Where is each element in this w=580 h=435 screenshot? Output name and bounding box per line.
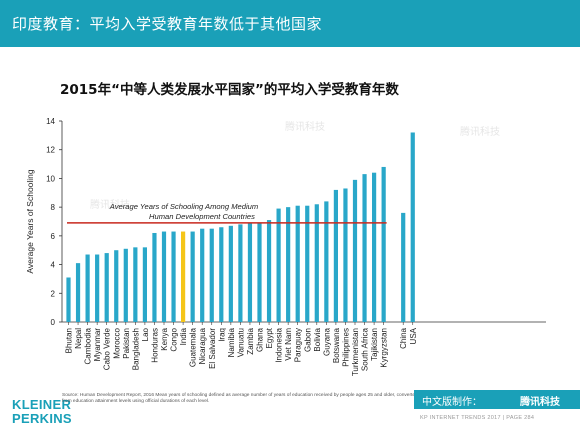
bar: [66, 277, 71, 322]
watermark: 腾讯科技: [460, 127, 500, 138]
bar: [276, 208, 281, 322]
x-tick-label: Namibia: [227, 327, 236, 357]
x-tick-label: Cabo Verde: [103, 327, 112, 370]
bar: [401, 212, 406, 322]
bar: [209, 228, 214, 322]
x-tick-label: El Salvador: [208, 328, 217, 369]
x-tick-label: Lao: [141, 327, 150, 341]
bar: [343, 188, 348, 322]
x-tick-label: Philippines: [341, 328, 350, 367]
reference-label-line2: Human Development Countries: [149, 212, 255, 221]
x-tick-label: Iraq: [217, 328, 226, 342]
bar: [372, 172, 377, 322]
x-tick-label: Guatemala: [189, 327, 198, 367]
x-tick-label: Pakistan: [122, 328, 131, 359]
y-tick-label: 10: [46, 174, 55, 183]
logo-line2: PERKINS: [12, 411, 72, 426]
trend-footer: KP INTERNET TRENDS 2017 | PAGE 284: [420, 415, 535, 421]
x-tick-label: Guyana: [322, 327, 331, 356]
bar: [219, 227, 224, 322]
bar: [181, 231, 186, 322]
x-tick-label: Tajikistan: [370, 328, 379, 361]
x-tick-label: Gabon: [303, 328, 312, 352]
x-tick-label: Kyrgyzstan: [380, 328, 389, 368]
y-tick-label: 8: [51, 203, 56, 212]
x-tick-label: Congo: [170, 327, 179, 351]
bar: [200, 228, 205, 322]
bar: [95, 254, 100, 322]
kleiner-perkins-logo: KLEINER PERKINS: [12, 398, 72, 426]
bar: [133, 247, 138, 322]
logo-line1: KLEINER: [12, 397, 72, 412]
x-tick-label: Egypt: [265, 327, 274, 348]
bar: [190, 231, 195, 322]
bar: [314, 204, 319, 322]
x-tick-label: Turkmenistan: [351, 328, 360, 376]
bar: [305, 205, 310, 322]
x-tick-label: Myanmar: [93, 328, 102, 362]
chart-title: 2015年“中等人类发展水平国家”的平均入学受教育年数: [60, 82, 399, 98]
x-tick-label: Morocco: [112, 327, 121, 358]
badge-brand: 腾讯科技: [520, 397, 560, 408]
x-tick-label: South Africa: [361, 327, 370, 371]
y-tick-label: 2: [51, 289, 56, 298]
x-tick-label: India: [179, 327, 188, 345]
y-tick-label: 4: [51, 261, 56, 270]
x-tick-label: Nicaragua: [198, 327, 207, 364]
y-tick-label: 12: [46, 146, 55, 155]
bar: [161, 231, 167, 322]
x-tick-label: Honduras: [150, 328, 159, 363]
bar: [75, 263, 81, 322]
source-note: Source: Human Development Report, 2016 M…: [62, 393, 418, 404]
y-tick-label: 14: [46, 117, 55, 126]
bar: [333, 189, 338, 322]
bar: [295, 205, 300, 322]
bar: [362, 174, 367, 322]
bar: [142, 247, 147, 322]
bar: [410, 132, 415, 322]
x-tick-label: Indonesia: [275, 327, 284, 362]
x-tick-label: China: [399, 327, 408, 348]
x-tick-label: Bhutan: [65, 328, 74, 353]
bar: [286, 207, 291, 322]
x-tick-label: Cambodia: [84, 327, 93, 364]
bar: [381, 166, 386, 322]
bar: [352, 179, 358, 322]
x-tick-label: Ghana: [256, 327, 265, 352]
bar: [152, 232, 157, 322]
bar: [247, 222, 253, 322]
page-title: 印度教育：平均入学受教育年数低于其他国家: [12, 15, 323, 33]
x-tick-label: Paraguay: [294, 328, 303, 362]
x-tick-label: Bolivia: [313, 327, 322, 351]
reference-label-line1: Average Years of Schooling Among Medium: [109, 202, 258, 211]
x-tick-label: Nepal: [74, 328, 83, 349]
x-tick-label: Vanuatu: [236, 328, 245, 357]
bar: [104, 253, 109, 322]
header-bar: 印度教育：平均入学受教育年数低于其他国家: [0, 0, 580, 47]
credit-badge: 中文版制作： 腾讯科技: [414, 390, 580, 409]
y-axis-title: Average Years of Schooling: [25, 169, 35, 274]
bar: [123, 248, 128, 322]
x-tick-label: Viet Nam: [284, 328, 293, 361]
x-tick-label: Zambia: [246, 327, 255, 354]
x-tick-label: Kenya: [160, 327, 169, 350]
x-tick-label: Bangladesh: [131, 328, 140, 370]
y-tick-label: 0: [51, 318, 56, 327]
bar: [266, 220, 272, 322]
x-tick-label: Botswana: [332, 327, 341, 363]
badge-text: 中文版制作：: [422, 397, 482, 408]
bar: [114, 250, 119, 322]
bar: [171, 231, 176, 322]
bar: [228, 225, 233, 322]
bar: [85, 254, 90, 322]
bar: [257, 222, 262, 322]
watermark: 腾讯科技: [90, 200, 130, 211]
x-tick-label: USA: [409, 327, 418, 344]
bar: [324, 201, 329, 322]
bar: [238, 224, 243, 322]
y-tick-label: 6: [51, 232, 56, 241]
watermark: 腾讯科技: [285, 122, 325, 133]
